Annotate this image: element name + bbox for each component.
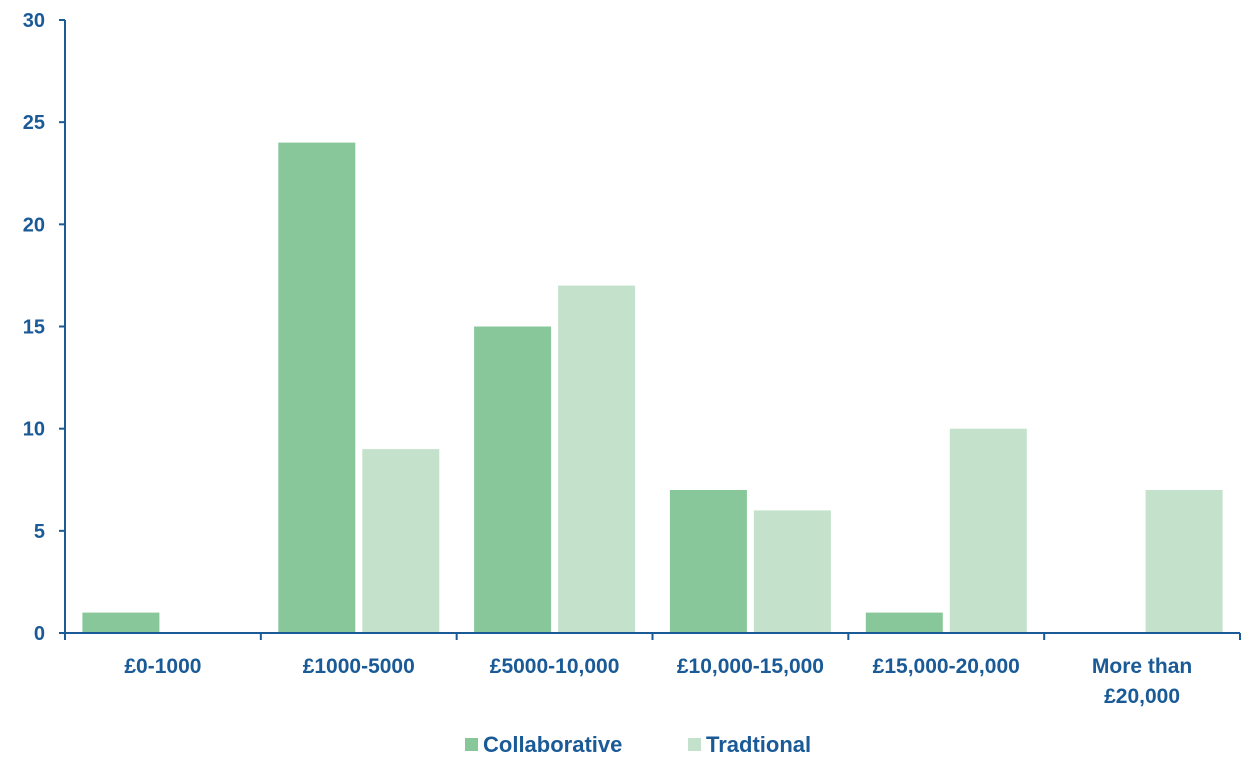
legend-swatch-collaborative xyxy=(465,738,478,751)
x-category-label: £0-1000 xyxy=(124,655,201,678)
bar-collaborative-3 xyxy=(669,490,747,633)
x-category-label: £10,000-15,000 xyxy=(677,655,824,678)
bar-collaborative-4 xyxy=(865,612,943,633)
legend-swatch-tradtional xyxy=(688,738,701,751)
bar-tradtional-3 xyxy=(753,510,831,633)
x-category-label: More than £20,000 xyxy=(1092,655,1192,708)
y-tick-label: 15 xyxy=(23,317,45,339)
x-category-label: £1000-5000 xyxy=(303,655,415,678)
bar-collaborative-0 xyxy=(82,612,160,633)
bar-collaborative-2 xyxy=(474,326,552,633)
axes-group xyxy=(59,19,1241,640)
bar-collaborative-1 xyxy=(278,142,356,633)
y-tick-label: 5 xyxy=(34,521,45,543)
y-tick-label: 0 xyxy=(34,623,45,645)
bar-tradtional-2 xyxy=(558,285,636,633)
bar-tradtional-5 xyxy=(1145,490,1223,633)
bar-tradtional-4 xyxy=(949,428,1027,633)
legend-label-collaborative: Collaborative xyxy=(483,732,622,757)
y-tick-labels: 0 5 10 15 20 25 30 xyxy=(23,10,45,645)
bar-tradtional-1 xyxy=(362,449,440,633)
bars-group xyxy=(82,142,1223,633)
legend: Collaborative Tradtional xyxy=(465,732,811,757)
x-category-labels: £0-1000 £1000-5000 £5000-10,000 £10,000-15,… xyxy=(124,655,1192,708)
y-tick-label: 25 xyxy=(23,112,45,134)
legend-label-tradtional: Tradtional xyxy=(706,732,811,757)
x-category-label: £15,000-20,000 xyxy=(873,655,1020,678)
y-tick-label: 30 xyxy=(23,10,45,32)
x-category-label: £5000-10,000 xyxy=(490,655,620,678)
y-tick-label: 10 xyxy=(23,419,45,441)
y-tick-label: 20 xyxy=(23,214,45,236)
